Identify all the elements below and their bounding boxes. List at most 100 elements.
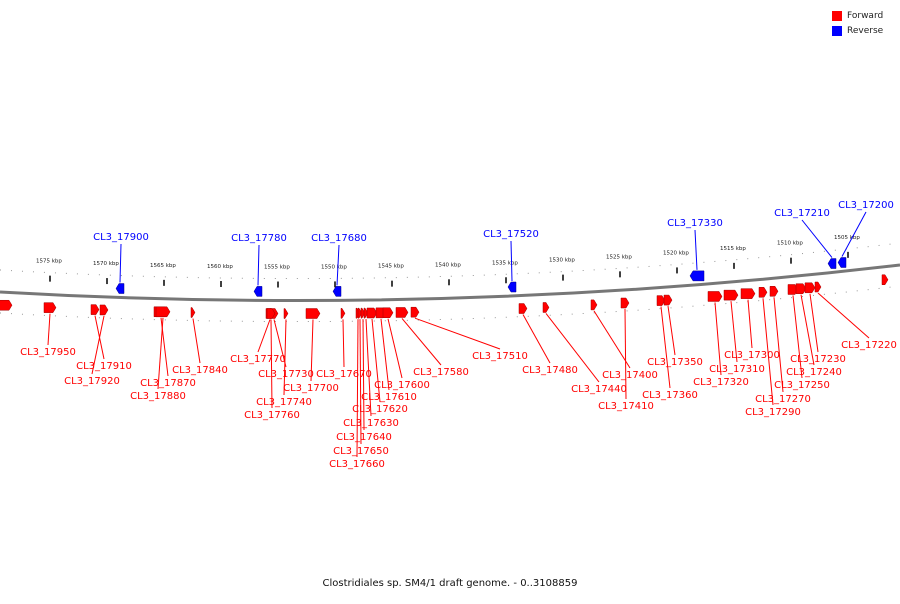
forward-gene-label[interactable]: CL3_17230 [790, 354, 846, 365]
legend-forward-label: Forward [847, 10, 884, 21]
forward-gene-arrow[interactable] [769, 286, 779, 297]
forward-gene-arrow[interactable] [707, 291, 723, 302]
forward-gene-arrow[interactable] [283, 308, 289, 319]
reverse-gene-label[interactable]: CL3_17200 [838, 200, 894, 211]
forward-gene-arrow[interactable] [410, 306, 420, 318]
reverse-gene-connector [336, 244, 340, 286]
forward-gene-arrow[interactable] [814, 281, 822, 293]
scale-tick-label: 1510 kbp [777, 241, 803, 247]
forward-gene-label[interactable]: CL3_17360 [642, 390, 698, 401]
reverse-gene-label[interactable]: CL3_17780 [231, 233, 287, 244]
forward-gene-connector [310, 319, 314, 382]
forward-gene-arrow[interactable] [155, 306, 171, 318]
forward-gene-arrow[interactable] [305, 308, 321, 319]
reverse-gene-connector [510, 240, 513, 282]
forward-gene-label[interactable]: CL3_17610 [361, 392, 417, 403]
forward-gene-label[interactable]: CL3_17920 [64, 376, 120, 387]
reverse-gene-label[interactable]: CL3_17330 [667, 218, 723, 229]
reverse-gene-label[interactable]: CL3_17900 [93, 232, 149, 243]
forward-gene-label[interactable]: CL3_17480 [522, 365, 578, 376]
reverse-gene-arrow[interactable] [507, 281, 517, 293]
forward-gene-arrow[interactable] [804, 282, 816, 294]
forward-gene-label[interactable]: CL3_17350 [647, 357, 703, 368]
reverse-gene-label[interactable]: CL3_17680 [311, 233, 367, 244]
forward-gene-label[interactable]: CL3_17650 [333, 446, 389, 457]
forward-gene-label[interactable]: CL3_17600 [374, 380, 430, 391]
reverse-gene-arrow[interactable] [837, 257, 847, 268]
forward-gene-connector [380, 318, 390, 391]
legend-reverse-label: Reverse [847, 25, 884, 36]
scale-tick-label: 1565 kbp [150, 263, 176, 269]
forward-gene-arrow[interactable] [366, 307, 378, 319]
forward-gene-arrow[interactable] [740, 288, 756, 299]
forward-gene-arrow[interactable] [620, 297, 630, 309]
forward-gene-connector [624, 309, 627, 400]
forward-gene-connector [257, 319, 271, 353]
forward-gene-label[interactable]: CL3_17320 [693, 377, 749, 388]
forward-gene-connector [283, 319, 287, 396]
forward-gene-arrow[interactable] [758, 287, 768, 298]
forward-gene-label[interactable]: CL3_17770 [230, 354, 286, 365]
forward-gene-arrow[interactable] [382, 307, 394, 318]
forward-gene-arrow[interactable] [266, 308, 276, 319]
forward-gene-label[interactable]: CL3_17300 [724, 350, 780, 361]
forward-gene-label[interactable]: CL3_17250 [774, 380, 830, 391]
forward-gene-connector [773, 297, 784, 393]
forward-gene-label[interactable]: CL3_17240 [786, 367, 842, 378]
forward-gene-label[interactable]: CL3_17290 [745, 407, 801, 418]
forward-gene-label[interactable]: CL3_17700 [283, 383, 339, 394]
forward-gene-label[interactable]: CL3_17410 [598, 401, 654, 412]
genome-backbone [0, 263, 900, 303]
forward-gene-label[interactable]: CL3_17670 [316, 369, 372, 380]
forward-gene-label[interactable]: CL3_17580 [413, 367, 469, 378]
forward-gene-arrow[interactable] [663, 294, 673, 306]
forward-gene-arrow[interactable] [656, 295, 666, 306]
forward-gene-label[interactable]: CL3_17840 [172, 365, 228, 376]
forward-gene-arrow[interactable] [43, 302, 57, 313]
forward-gene-arrow[interactable] [881, 274, 889, 285]
forward-gene-arrow[interactable] [795, 283, 807, 294]
forward-gene-label[interactable]: CL3_17440 [571, 384, 627, 395]
reverse-gene-arrow[interactable] [689, 270, 705, 282]
forward-gene-arrow[interactable] [518, 303, 528, 314]
forward-gene-arrow[interactable] [360, 307, 366, 319]
forward-gene-arrow[interactable] [190, 307, 196, 318]
forward-gene-label[interactable]: CL3_17640 [336, 432, 392, 443]
reverse-gene-connector [801, 219, 833, 258]
forward-gene-arrow[interactable] [590, 299, 598, 311]
forward-gene-arrow[interactable] [363, 307, 369, 319]
forward-gene-label[interactable]: CL3_17910 [76, 361, 132, 372]
forward-gene-label[interactable]: CL3_17220 [841, 340, 897, 351]
forward-gene-arrow[interactable] [723, 289, 739, 301]
forward-gene-label[interactable]: CL3_17270 [755, 394, 811, 405]
forward-gene-arrow[interactable] [542, 302, 550, 313]
forward-gene-label[interactable]: CL3_17510 [472, 351, 528, 362]
forward-gene-label[interactable]: CL3_17760 [244, 410, 300, 421]
reverse-gene-label[interactable]: CL3_17210 [774, 208, 830, 219]
forward-gene-label[interactable]: CL3_17730 [258, 369, 314, 380]
reverse-gene-arrow[interactable] [332, 286, 342, 297]
reverse-gene-arrow[interactable] [253, 286, 263, 297]
forward-gene-label[interactable]: CL3_17740 [256, 397, 312, 408]
forward-gene-label[interactable]: CL3_17870 [140, 378, 196, 389]
forward-gene-label[interactable]: CL3_17880 [130, 391, 186, 402]
forward-gene-arrow[interactable] [90, 304, 100, 315]
scale-tick-label: 1530 kbp [549, 258, 575, 264]
reverse-gene-arrow[interactable] [115, 283, 125, 294]
forward-gene-connector [365, 319, 372, 417]
forward-gene-label[interactable]: CL3_17400 [602, 370, 658, 381]
reverse-gene-arrow[interactable] [827, 258, 837, 269]
reverse-gene-label[interactable]: CL3_17520 [483, 229, 539, 240]
forward-gene-label[interactable]: CL3_17630 [343, 418, 399, 429]
scale-tick-label: 1555 kbp [264, 265, 290, 271]
forward-gene-label[interactable]: CL3_17950 [20, 347, 76, 358]
forward-gene-arrow[interactable] [357, 307, 363, 319]
forward-gene-arrow[interactable] [395, 307, 409, 318]
forward-gene-arrow[interactable] [0, 299, 13, 311]
forward-gene-arrow[interactable] [340, 308, 346, 319]
forward-gene-label[interactable]: CL3_17660 [329, 459, 385, 470]
forward-gene-arrow[interactable] [99, 304, 109, 316]
forward-gene-label[interactable]: CL3_17310 [709, 364, 765, 375]
forward-gene-label[interactable]: CL3_17620 [352, 404, 408, 415]
forward-gene-connector [371, 318, 381, 403]
